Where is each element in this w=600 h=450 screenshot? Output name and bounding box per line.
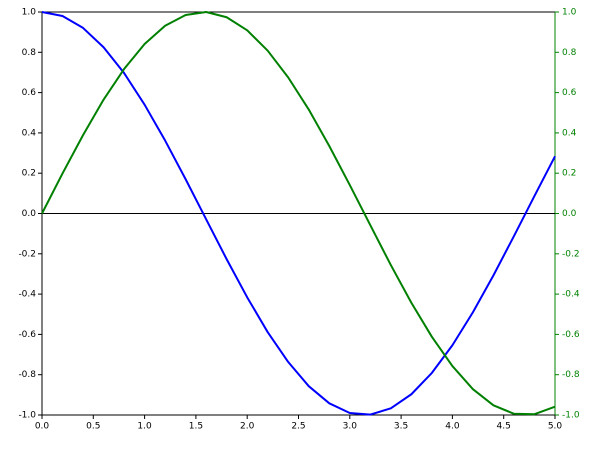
x-tick-label: 3.5	[394, 422, 408, 432]
y-tick-label: 0.8	[22, 48, 37, 58]
x-tick-label: 2.5	[291, 422, 305, 432]
y-tick-label: -0.2	[18, 249, 36, 259]
y2-tick-label: -0.6	[562, 330, 580, 340]
y-tick-label: -1.0	[18, 411, 36, 421]
x-tick-label: 0.0	[35, 422, 50, 432]
y-tick-label: -0.4	[18, 290, 36, 300]
y-tick-label: 0.2	[22, 169, 36, 179]
x-tick-label: 1.5	[189, 422, 203, 432]
y2-tick-label: -0.2	[562, 249, 580, 259]
y2-tick-label: 0.8	[562, 48, 577, 58]
y2-tick-label: 1.0	[562, 8, 577, 18]
y2-tick-label: 0.6	[562, 88, 577, 98]
x-tick-label: 3.0	[343, 422, 358, 432]
y-tick-label: -0.6	[18, 330, 36, 340]
x-tick-label: 0.5	[86, 422, 100, 432]
y2-tick-label: -1.0	[562, 411, 580, 421]
y2-tick-label: 0.4	[562, 128, 577, 138]
x-tick-label: 1.0	[137, 422, 152, 432]
x-tick-label: 2.0	[240, 422, 255, 432]
y-tick-label: 0.4	[22, 128, 37, 138]
y2-tick-label: 0.2	[562, 169, 576, 179]
y-tick-label: 1.0	[22, 8, 37, 18]
x-tick-label: 4.0	[445, 422, 460, 432]
series-line	[41, 11, 556, 416]
y-tick-label: 0.6	[22, 88, 37, 98]
y-tick-label: 0.0	[22, 209, 37, 219]
x-tick-label: 4.5	[497, 422, 511, 432]
x-tick-label: 5.0	[548, 422, 563, 432]
y-tick-label: -0.8	[18, 370, 36, 380]
series-line	[41, 11, 556, 416]
y2-tick-label: -0.4	[562, 290, 580, 300]
y2-tick-label: 0.0	[562, 209, 577, 219]
y2-tick-label: -0.8	[562, 370, 580, 380]
